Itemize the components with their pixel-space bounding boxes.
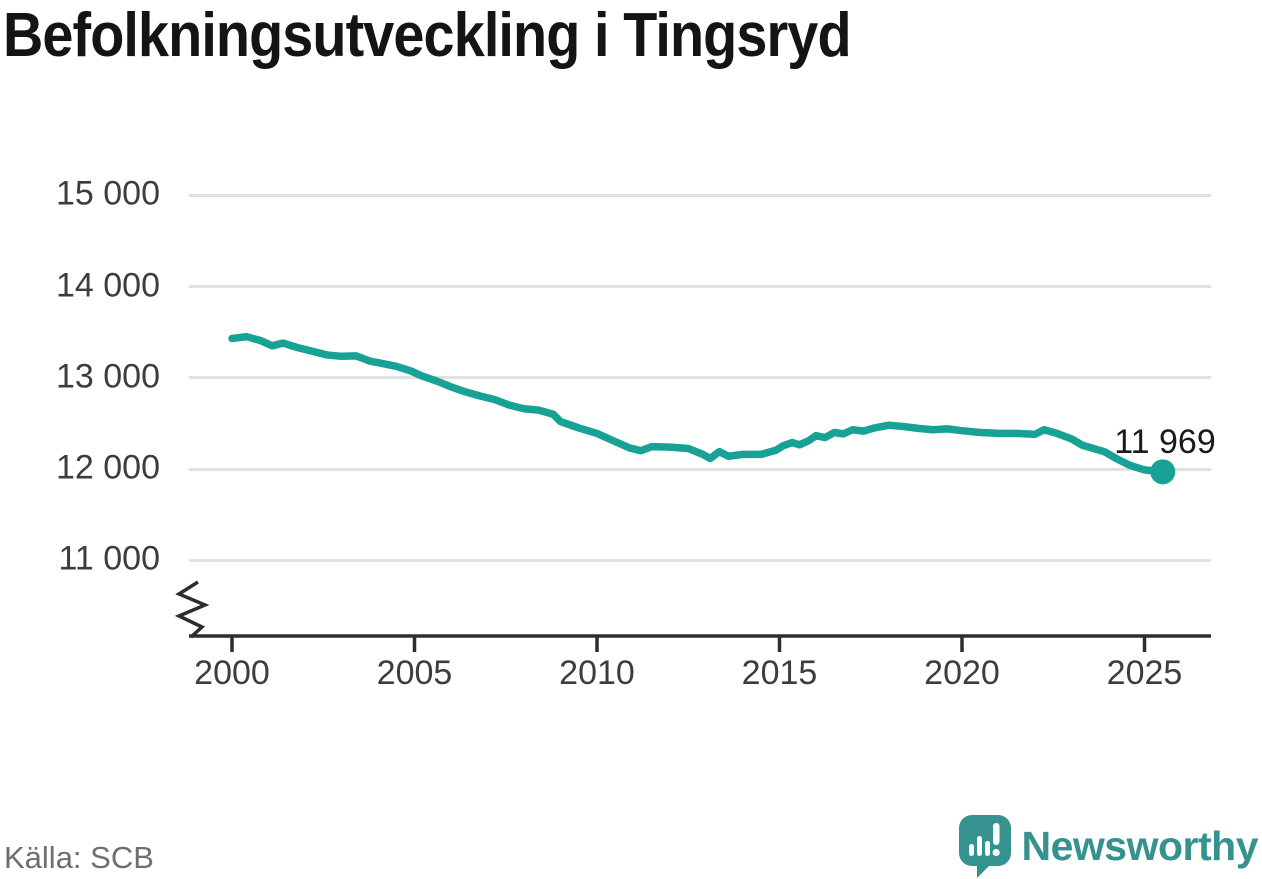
x-tick-marks <box>230 636 1147 652</box>
bar-3 <box>984 841 990 856</box>
grid-line <box>189 193 1211 197</box>
chart-title: Befolkningsutveckling i Tingsryd <box>3 1 852 70</box>
grid-line <box>189 376 1211 380</box>
brand-name: Newsworthy <box>1021 823 1259 869</box>
x-tick-label: 2000 <box>194 654 270 692</box>
grid-line <box>189 558 1211 562</box>
end-value-label: 11 969 <box>1114 422 1216 461</box>
y-tick-label: 13 000 <box>56 357 160 396</box>
x-tick-label: 2020 <box>924 654 1000 692</box>
y-tick-label: 11 000 <box>58 539 160 578</box>
x-tick-label: 2015 <box>741 654 818 692</box>
bar-1 <box>968 844 974 856</box>
exclamation-bar <box>992 823 999 845</box>
newsworthy-logo-icon <box>958 815 1011 878</box>
exclamation-dot <box>992 848 1000 857</box>
population-line <box>228 332 1167 476</box>
y-tick-label: 15 000 <box>56 174 160 213</box>
source-label: Källa: SCB <box>4 840 154 875</box>
y-tick-label: 12 000 <box>56 448 160 487</box>
y-tick-label: 14 000 <box>56 266 160 305</box>
grid-line <box>189 467 1211 471</box>
grid-line <box>189 285 1211 288</box>
series-group <box>228 332 1176 485</box>
y-axis-break-icon <box>174 580 210 639</box>
x-tick-label: 2025 <box>1106 654 1183 692</box>
end-point-dot <box>1150 459 1176 485</box>
brand-lockup: Newsworthy <box>958 815 1259 878</box>
x-tick-label: 2010 <box>559 654 635 692</box>
x-tick-label: 2005 <box>376 654 453 692</box>
bar-2 <box>976 836 982 856</box>
